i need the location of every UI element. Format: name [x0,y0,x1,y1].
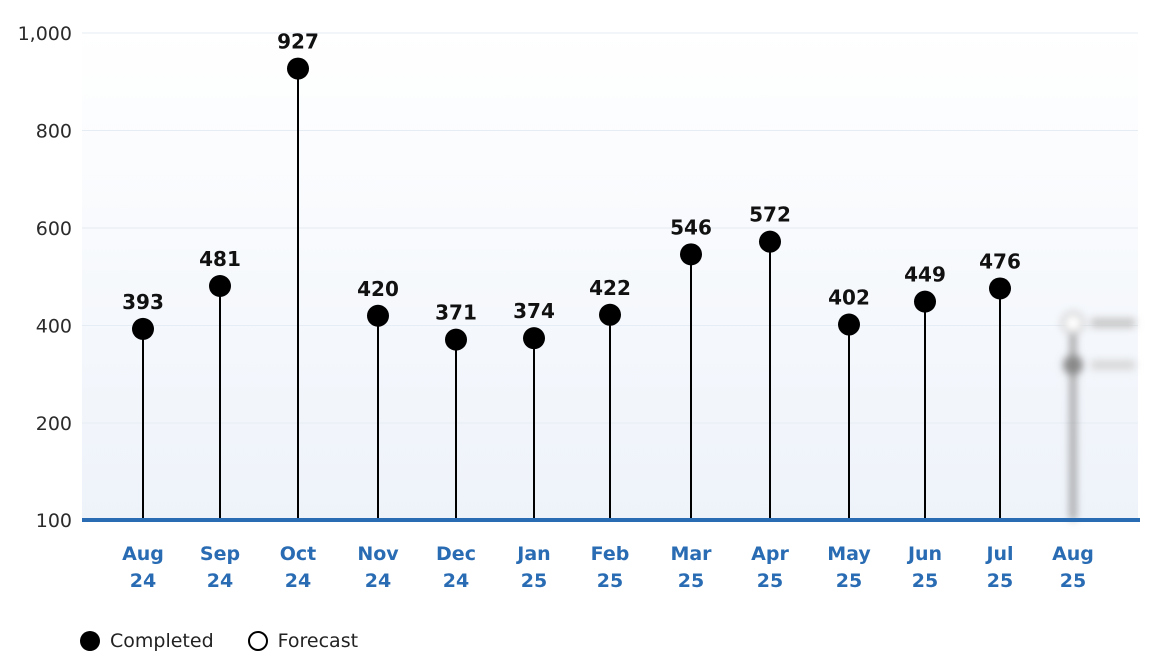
x-tick-month: Aug [1052,543,1094,565]
data-label: 422 [589,276,631,300]
y-tick-label: 600 [36,218,72,240]
x-tick-year: 24 [207,570,233,592]
markers [132,57,1011,351]
data-label: 481 [199,247,241,271]
y-axis-ticks: 100 200 400 600 800 1,000 [18,23,72,532]
y-tick-label: 800 [36,121,72,143]
data-label: 476 [979,249,1021,273]
data-label: 393 [122,290,164,314]
marker [914,290,936,313]
data-label: 402 [828,286,870,310]
data-labels: 393 481 927 420 371 374 422 546 572 402 449 476 [122,30,1021,325]
x-tick-month: Aug [122,543,164,565]
data-label: 572 [749,203,791,227]
marker [680,243,702,266]
legend-item-forecast[interactable]: Forecast [247,630,359,652]
stems [142,68,1001,520]
x-tick-month: Oct [280,543,317,565]
x-tick-month: Jan [515,543,550,565]
x-tick-year: 25 [597,570,623,592]
lollipop-chart: 100 200 400 600 800 1,000 393 481 927 420 371 374 4… [18,23,1140,592]
marker [132,317,154,340]
x-tick-month: Jul [984,543,1013,565]
forecast-marker-filled [1063,355,1083,375]
data-label: 371 [435,301,477,325]
legend-item-completed[interactable]: Completed [80,630,214,652]
x-tick-year: 25 [987,570,1013,592]
x-tick-year: 24 [365,570,391,592]
forecast-label-blur [1091,360,1135,370]
legend: Completed Forecast [80,630,358,652]
x-axis-labels: Aug 24 Sep 24 Oct 24 Nov 24 Dec 24 Jan 25 Feb 25 Mar 25… [122,543,1094,592]
x-tick-year: 25 [678,570,704,592]
x-tick-year: 25 [521,570,547,592]
x-tick-year: 24 [285,570,311,592]
x-tick-month: Sep [200,543,240,565]
x-tick-month: May [827,543,871,565]
x-tick-year: 25 [757,570,783,592]
filled-circle-icon [80,631,100,651]
x-tick-month: Jun [906,543,942,565]
x-tick-month: Feb [591,543,630,565]
data-label: 927 [277,30,319,54]
y-tick-label: 400 [36,316,72,338]
marker [367,304,389,327]
forecast-marker-open [1061,311,1085,335]
x-tick-month: Dec [436,543,476,565]
x-tick-year: 24 [130,570,156,592]
marker [759,230,781,253]
marker [989,277,1011,300]
x-tick-month: Apr [751,543,789,565]
x-tick-year: 25 [1060,570,1086,592]
marker [523,327,545,350]
x-tick-month: Mar [670,543,712,565]
y-tick-label: 100 [36,510,72,532]
legend-label-completed: Completed [110,630,214,652]
marker [209,275,231,298]
y-tick-label: 200 [36,413,72,435]
forecast-label-blur [1091,318,1135,328]
x-tick-year: 24 [443,570,469,592]
x-tick-year: 25 [836,570,862,592]
legend-label-forecast: Forecast [277,630,359,652]
marker [445,328,467,351]
marker [287,57,309,80]
data-label: 420 [357,277,399,301]
open-circle-icon [247,631,268,651]
data-label: 546 [670,215,712,239]
marker [838,313,860,336]
data-label: 449 [904,263,946,287]
data-label: 374 [513,299,555,323]
x-tick-year: 25 [912,570,938,592]
y-tick-label: 1,000 [18,23,72,45]
marker [599,303,621,326]
x-tick-month: Nov [357,543,399,565]
forecast-blurred [1061,311,1135,520]
